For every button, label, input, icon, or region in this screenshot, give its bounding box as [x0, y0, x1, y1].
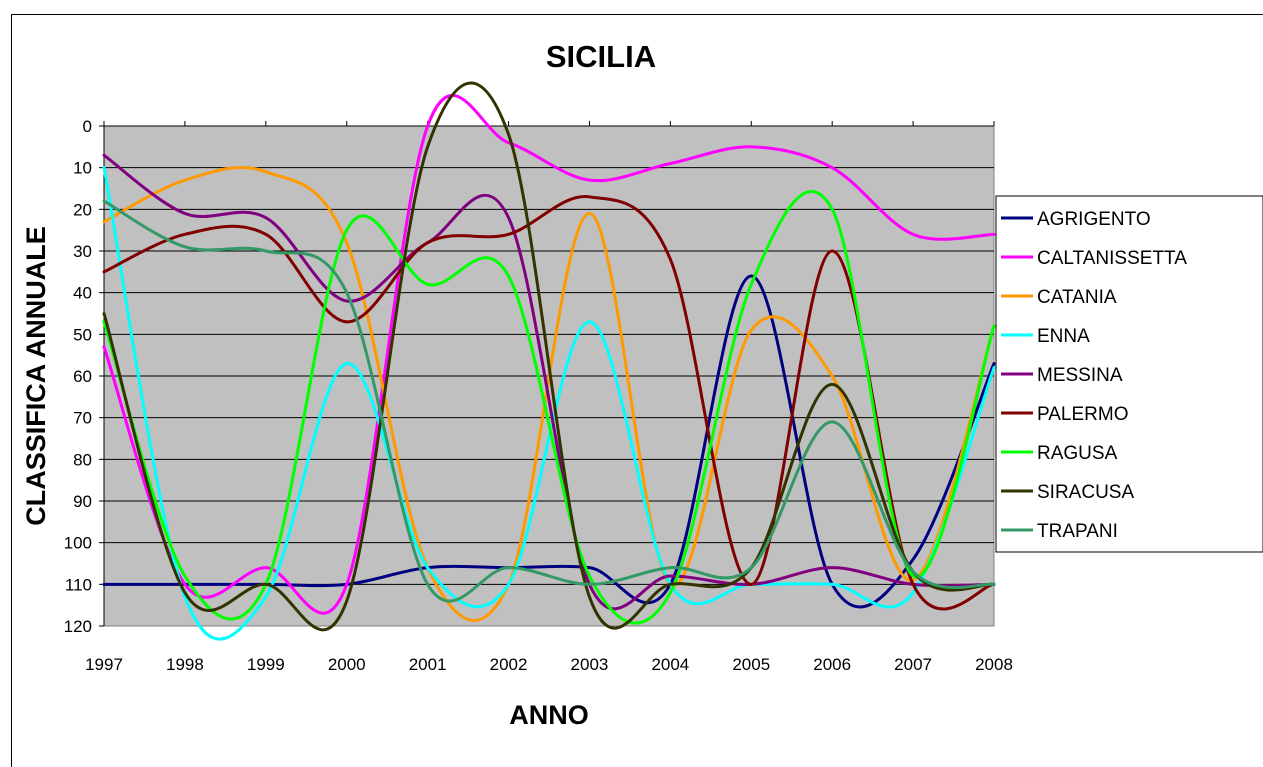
legend-label: CALTANISSETTA: [1037, 248, 1187, 269]
series-line-siracusa: [102, 81, 996, 632]
series-line-catania: [102, 165, 996, 622]
series-line-agrigento: [102, 274, 996, 609]
y-tick-labels: 0 10 20 30 40 50 60 70 80 90 100 110 120: [64, 117, 92, 636]
x-tick-label: 1998: [166, 655, 204, 674]
y-tick-label: 100: [64, 534, 92, 553]
legend-label: RAGUSA: [1037, 443, 1118, 464]
y-tick-label: 30: [73, 242, 92, 261]
y-tick-label: 20: [73, 200, 92, 219]
y-tick-label: 120: [64, 617, 92, 636]
y-tick-label: 110: [65, 575, 92, 594]
x-tick-label: 2001: [409, 655, 447, 674]
legend-label: CATANIA: [1037, 287, 1117, 308]
legend-items: AGRIGENTO CALTANISSETTA CATANIA ENNA MESSINA…: [1001, 209, 1187, 542]
y-tick-label: 70: [73, 409, 92, 428]
chart-frame: [11, 14, 1263, 767]
x-tick-label: 2003: [571, 655, 609, 674]
series-line-trapani: [102, 199, 996, 603]
y-axis-title: CLASSIFICA ANNUALE: [21, 226, 51, 526]
x-tick-label: 2008: [975, 655, 1013, 674]
series-line-caltanissetta: [102, 94, 996, 615]
chart-title: SICILIA: [546, 39, 656, 74]
series-line-messina: [102, 153, 996, 611]
legend-label: SIRACUSA: [1037, 482, 1134, 503]
y-tick-label: 10: [73, 159, 92, 178]
x-tick-labels: 1997 1998 1999 2000 2001 2002 2003 2004 2005 2006…: [85, 655, 1013, 674]
series-lines: [102, 81, 996, 641]
axes: [99, 121, 995, 627]
legend: [995, 195, 1263, 553]
x-tick-label: 2007: [894, 655, 932, 674]
y-tick-label: 80: [73, 450, 92, 469]
legend-label: ENNA: [1037, 326, 1090, 347]
legend-label: MESSINA: [1037, 365, 1123, 386]
x-tick-label: 2004: [651, 655, 689, 674]
y-tick-label: 90: [73, 492, 92, 511]
y-tick-label: 50: [73, 325, 92, 344]
legend-label: AGRIGENTO: [1037, 209, 1151, 230]
y-tick-label: 0: [83, 117, 92, 136]
x-tick-label: 1997: [85, 655, 123, 674]
y-tick-label: 40: [73, 284, 92, 303]
x-tick-label: 2006: [813, 655, 851, 674]
x-tick-label: 2005: [732, 655, 770, 674]
series-line-enna: [102, 166, 996, 641]
y-tick-label: 60: [73, 367, 92, 386]
legend-label: PALERMO: [1037, 404, 1129, 425]
x-axis-title: ANNO: [509, 700, 589, 730]
x-tick-label: 2002: [490, 655, 528, 674]
x-tick-label: 1999: [247, 655, 285, 674]
legend-label: TRAPANI: [1037, 521, 1118, 542]
x-tick-label: 2000: [328, 655, 366, 674]
